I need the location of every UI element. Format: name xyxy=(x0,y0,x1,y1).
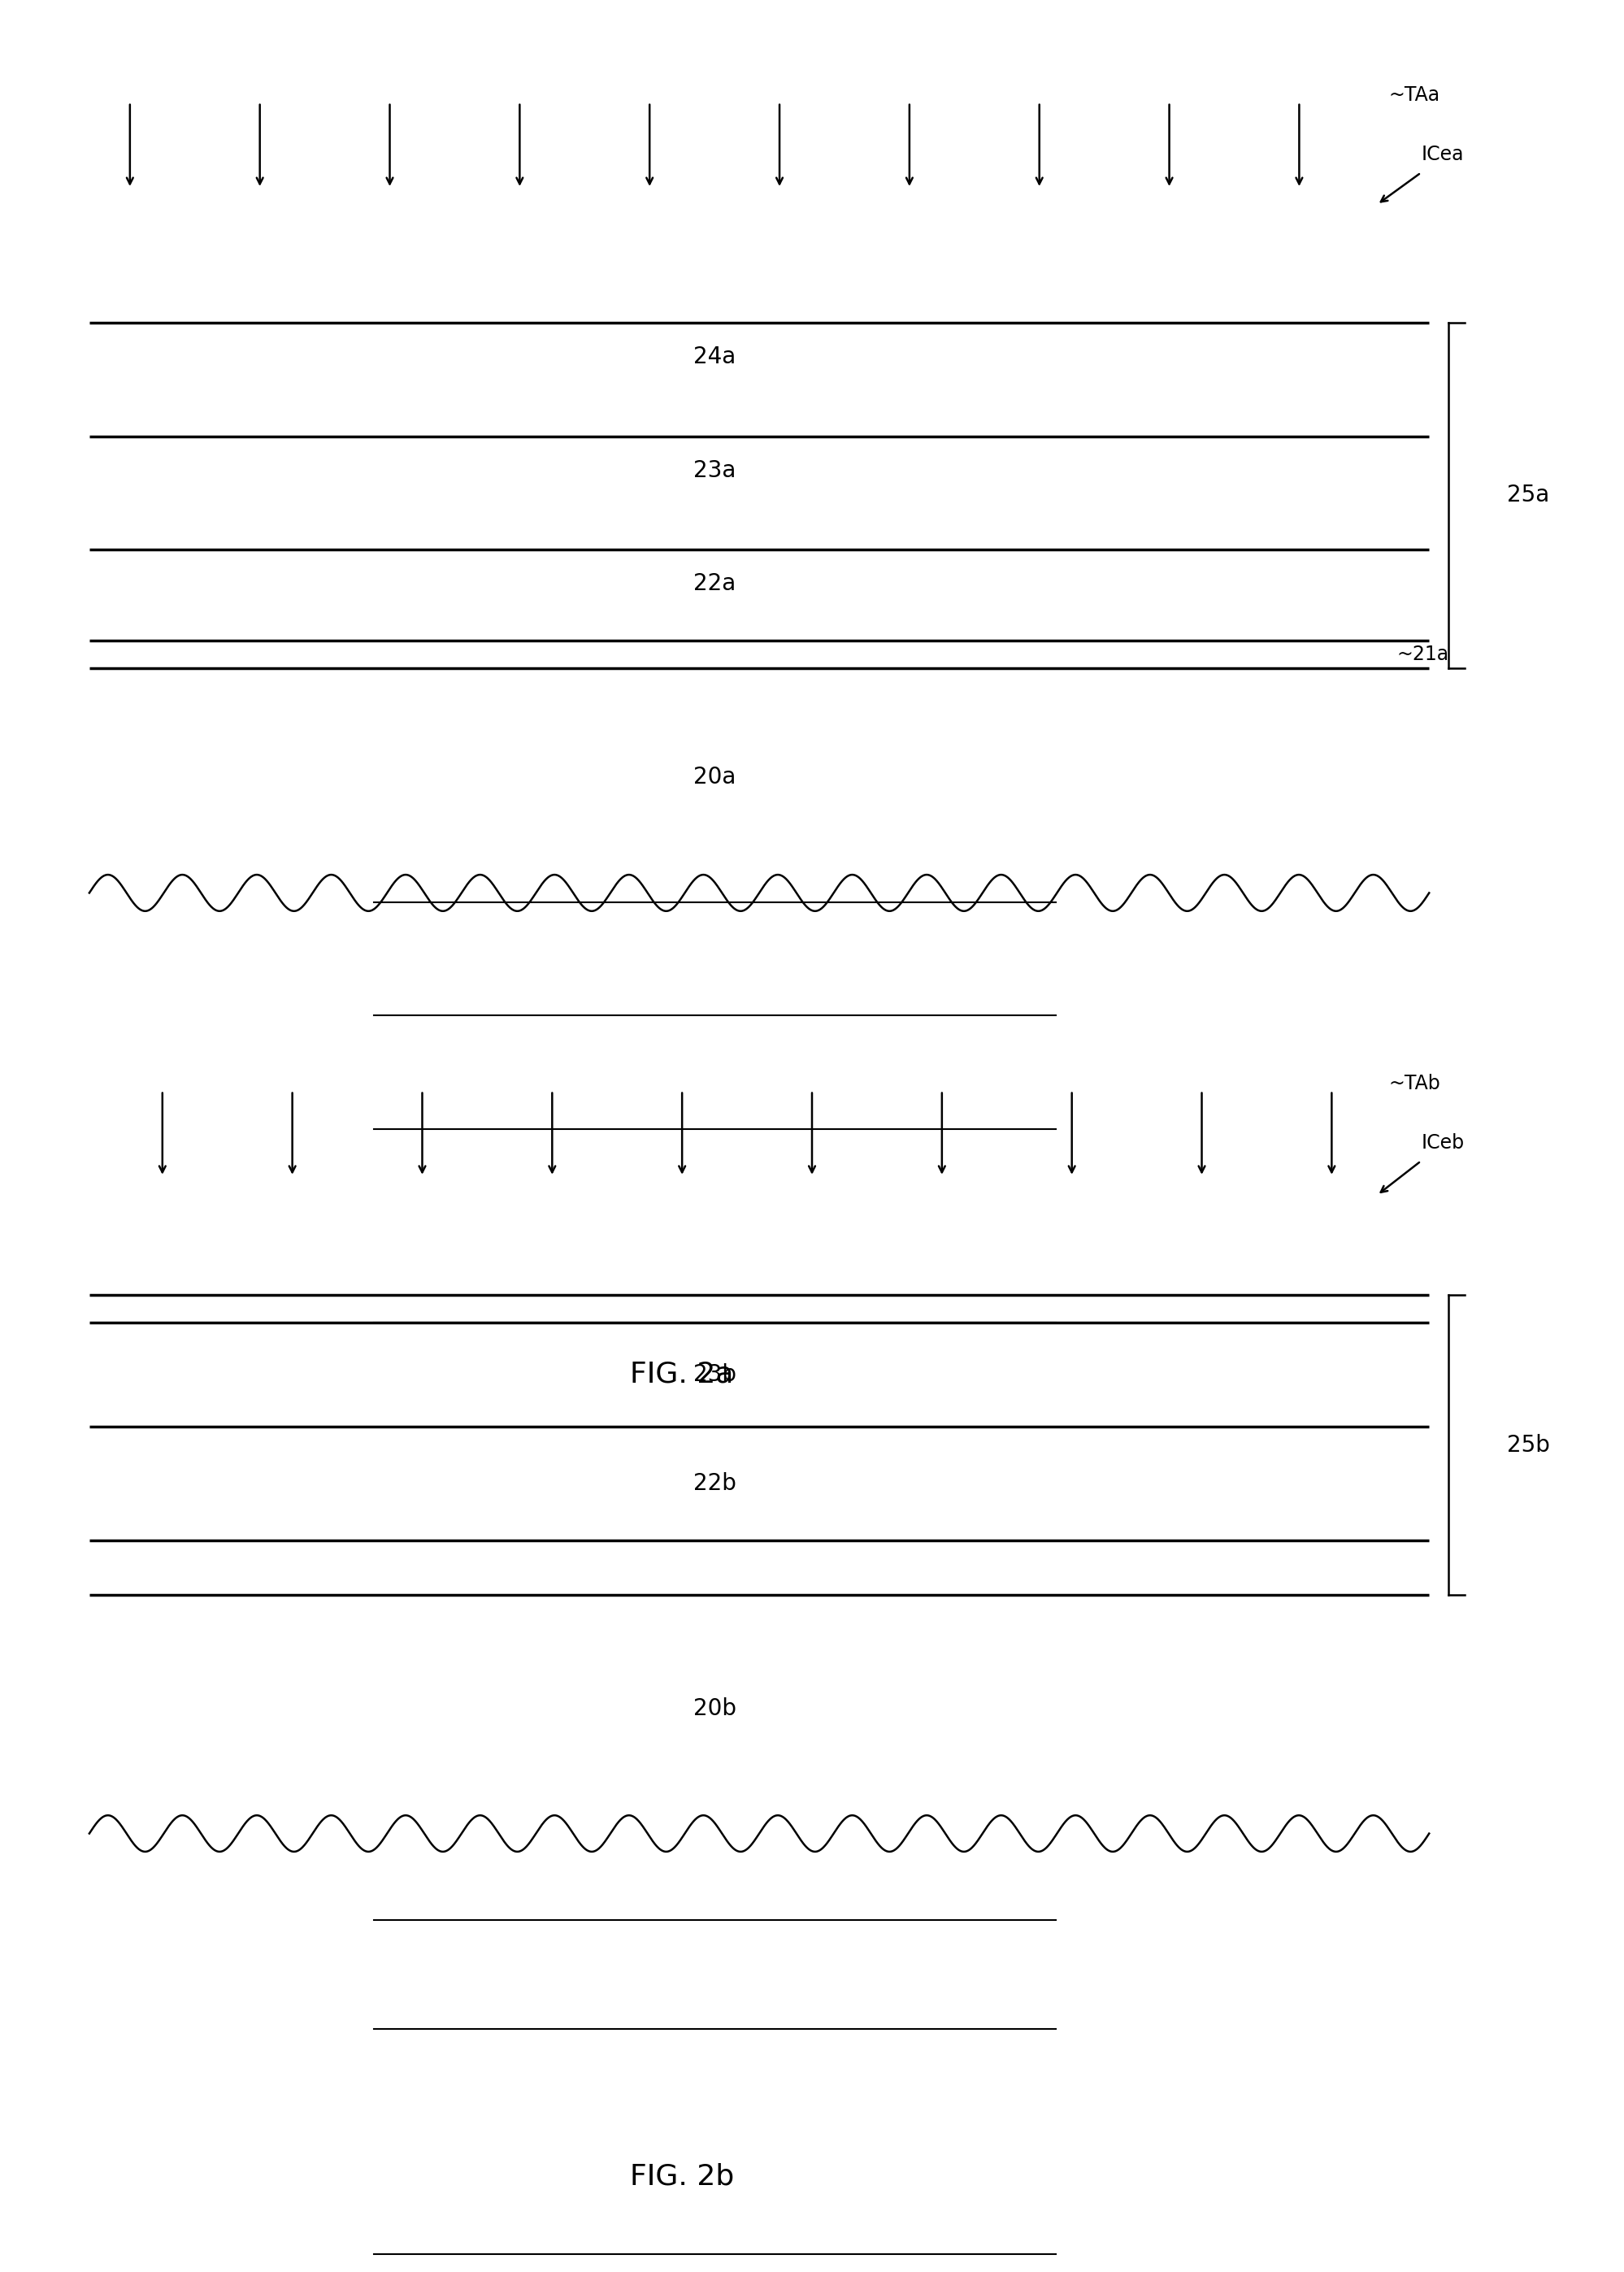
Text: ICea: ICea xyxy=(1421,145,1463,164)
Text: 24a: 24a xyxy=(693,345,736,368)
Text: FIG. 2a: FIG. 2a xyxy=(630,1361,734,1388)
Text: 25b: 25b xyxy=(1507,1434,1549,1456)
Text: ~21a: ~21a xyxy=(1397,645,1449,663)
Text: 25a: 25a xyxy=(1507,484,1549,507)
Text: 23b: 23b xyxy=(693,1363,736,1386)
Text: ~TAa: ~TAa xyxy=(1389,86,1440,105)
Text: 23a: 23a xyxy=(693,459,736,482)
Text: 22b: 22b xyxy=(693,1472,736,1495)
Text: 20b: 20b xyxy=(693,1697,736,1720)
Text: 22a: 22a xyxy=(693,573,736,595)
Text: 20a: 20a xyxy=(693,766,736,788)
Text: ICeb: ICeb xyxy=(1421,1134,1465,1152)
Text: FIG. 2b: FIG. 2b xyxy=(630,2163,734,2190)
Text: ~TAb: ~TAb xyxy=(1389,1075,1440,1093)
